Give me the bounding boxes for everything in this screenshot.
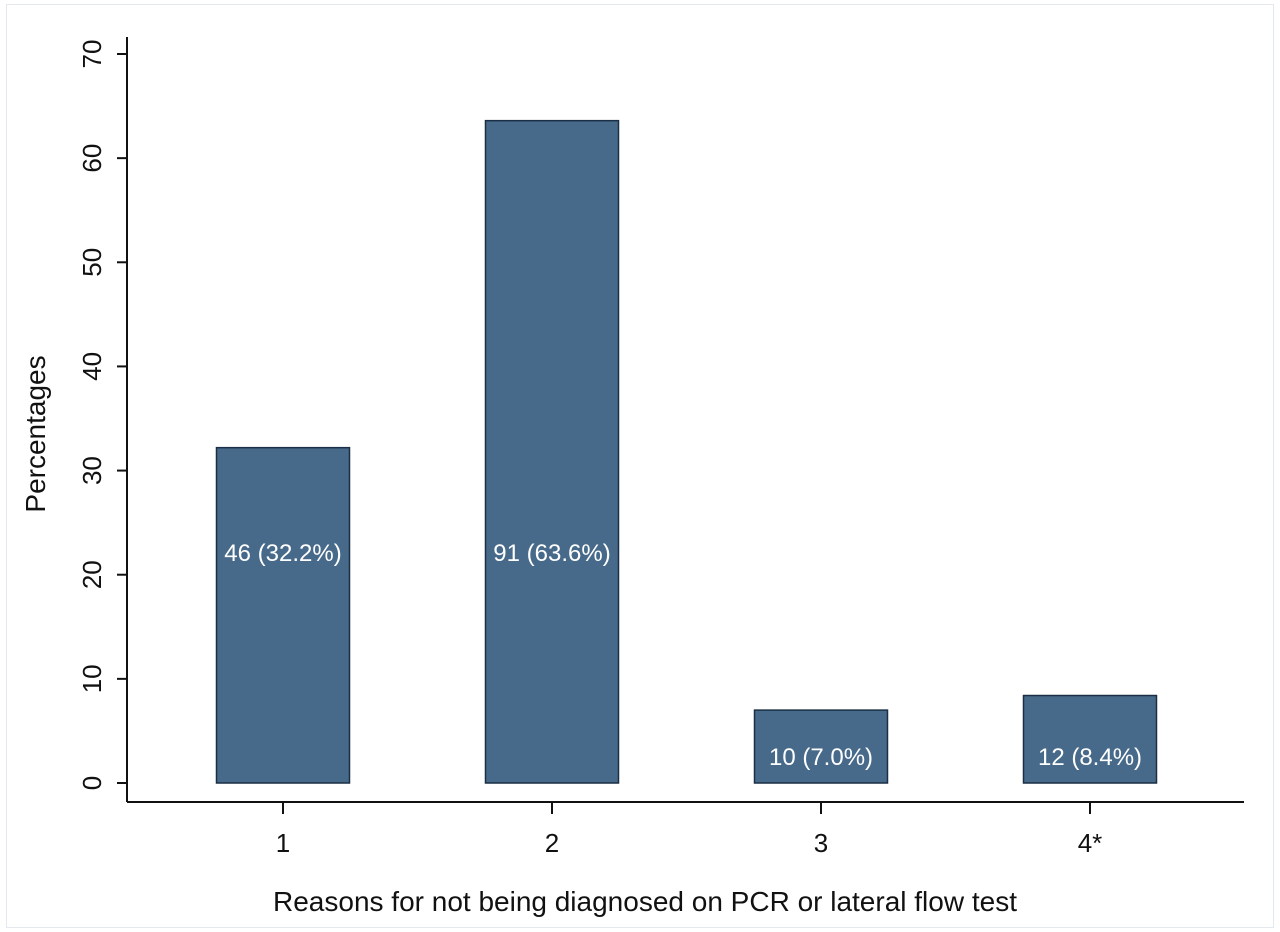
y-tick-label: 20 (77, 560, 107, 589)
x-axis-title: Reasons for not being diagnosed on PCR o… (273, 886, 1017, 917)
bar-value-label: 46 (32.2%) (224, 540, 341, 567)
axes-group (126, 37, 1244, 803)
bars-group (215, 119, 1158, 784)
y-tick-label: 30 (77, 456, 107, 485)
y-tick-label: 70 (77, 40, 107, 69)
y-tick-label: 10 (77, 664, 107, 693)
x-tick-label: 1 (276, 828, 290, 858)
x-ticks-group: 1 2 3 4* (276, 802, 1103, 858)
bar-value-label: 10 (7.0%) (769, 744, 873, 771)
y-ticks-group: 0 10 20 30 40 50 60 70 (77, 40, 127, 790)
x-tick-label: 2 (545, 828, 559, 858)
chart-frame (6, 4, 1274, 928)
x-tick-label: 3 (814, 828, 828, 858)
bar-value-label: 12 (8.4%) (1038, 744, 1142, 771)
bar-1 (215, 446, 351, 784)
bar-value-label: 91 (63.6%) (493, 540, 610, 567)
y-tick-label: 50 (77, 248, 107, 277)
bar-labels-group: 46 (32.2%) 91 (63.6%) 10 (7.0%) 12 (8.4%) (224, 540, 1142, 771)
y-tick-label: 0 (77, 776, 107, 790)
y-axis-title: Percentages (20, 355, 51, 512)
x-tick-label: 4* (1078, 828, 1103, 858)
bar-4 (1022, 694, 1158, 784)
y-tick-label: 40 (77, 352, 107, 381)
bar-3 (753, 709, 889, 784)
y-tick-label: 60 (77, 144, 107, 173)
bar-2 (484, 119, 620, 784)
